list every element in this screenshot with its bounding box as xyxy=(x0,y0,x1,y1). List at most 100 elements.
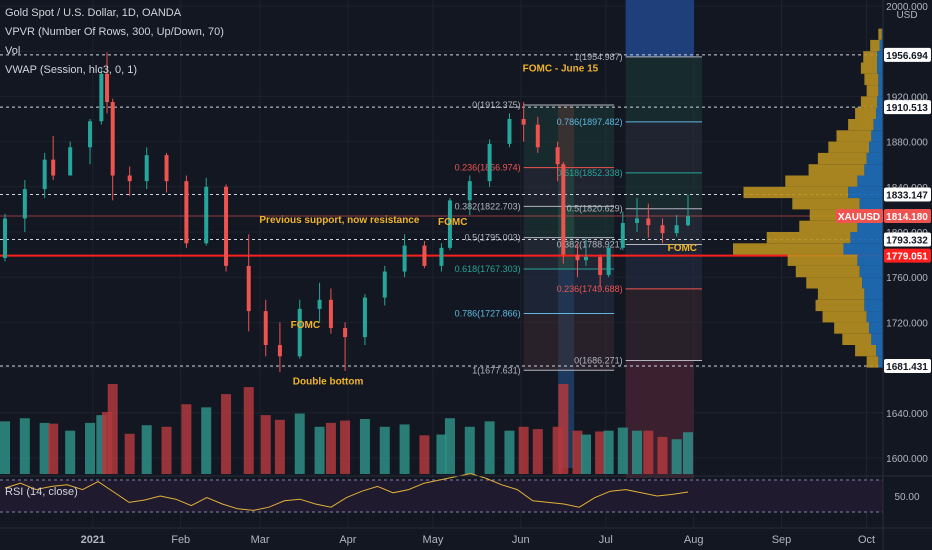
candle-body xyxy=(224,186,229,266)
volume-profile-up-bar xyxy=(809,209,863,221)
volume-profile-up-bar xyxy=(836,130,872,142)
volume-bar xyxy=(48,423,59,474)
candle-body xyxy=(686,216,690,226)
candle-body xyxy=(22,189,27,219)
volume-bar xyxy=(294,413,305,474)
chart-annotation: FOMC xyxy=(438,217,467,228)
chart-legend: Gold Spot / U.S. Dollar, 1D, OANDA VPVR … xyxy=(5,4,224,80)
vwap-indicator-label[interactable]: VWAP (Session, hlc3, 0, 1) xyxy=(5,64,138,76)
price-level-tag xyxy=(884,187,931,202)
price-tick-label: 1880.000 xyxy=(886,138,928,149)
volume-profile-up-bar xyxy=(795,265,860,278)
volume-bar xyxy=(161,426,172,474)
price-level-tag xyxy=(884,47,931,62)
volume-bar xyxy=(399,424,410,474)
chart-annotation: FOMC - June 15 xyxy=(523,64,599,75)
price-level-tag-text: 1833.147 xyxy=(886,191,928,202)
volume-bar xyxy=(518,426,529,474)
price-tick-label: 1600.000 xyxy=(886,454,928,465)
volume-bar xyxy=(141,425,152,474)
volume-profile-down-bar xyxy=(869,141,883,153)
fib-left-zone xyxy=(523,268,615,314)
volume-profile-up-bar xyxy=(733,243,844,255)
fib-left-level-label: 0.786(1727.866) xyxy=(455,309,521,319)
volume-bar xyxy=(102,412,113,474)
volume-profile-down-bar xyxy=(876,107,883,119)
candle-body xyxy=(439,247,444,266)
candle-body xyxy=(105,73,110,103)
fib-left-zone xyxy=(523,167,615,207)
fib-right-zone xyxy=(625,56,702,122)
candle-body xyxy=(184,181,189,244)
fib-right-level-label: 0.786(1897.482) xyxy=(557,117,623,127)
price-level-tag-text: 1956.694 xyxy=(886,51,928,62)
time-tick-label: Oct xyxy=(858,534,875,546)
fib-left-level-label: 1(1677.631) xyxy=(472,365,521,375)
price-level-tag-text: 1910.513 xyxy=(886,103,928,114)
symbol-title[interactable]: Gold Spot / U.S. Dollar, 1D, OANDA xyxy=(5,7,182,19)
volume-bar xyxy=(552,426,563,474)
volume-profile-up-bar xyxy=(817,288,865,300)
volume-profile-up-bar xyxy=(787,254,858,266)
volume-profile-down-bar xyxy=(871,333,883,345)
volume-profile-down-bar xyxy=(869,322,883,334)
price-tick-label: 1920.000 xyxy=(886,92,928,103)
time-tick-label: 2021 xyxy=(81,534,105,546)
volume-profile-up-bar xyxy=(828,141,870,153)
volume-profile-down-bar xyxy=(857,175,883,187)
current-price-tag-text: 1814.180 xyxy=(886,212,928,223)
candle-body xyxy=(99,73,104,122)
chart-annotation: Double bottom xyxy=(293,377,364,388)
volume-profile-down-bar xyxy=(866,311,883,323)
volume-bar xyxy=(580,434,591,474)
candle-body xyxy=(246,265,251,312)
fib-right-zone xyxy=(625,244,702,289)
volume-bar xyxy=(181,404,192,474)
volume-profile-up-bar xyxy=(870,39,880,52)
fib-left-level-label: 0(1912.375) xyxy=(472,100,521,110)
candle-body xyxy=(583,256,588,261)
volume-profile-up-bar xyxy=(866,356,879,368)
candle-body xyxy=(402,245,407,272)
vpvr-indicator-label[interactable]: VPVR (Number Of Rows, 300, Up/Down, 70) xyxy=(5,26,224,38)
candle-body xyxy=(343,328,348,338)
fib-left-level-label: 0.618(1767.303) xyxy=(455,264,521,274)
price-tick-label: 1760.000 xyxy=(886,273,928,284)
time-tick-label: Mar xyxy=(251,534,270,546)
volume-profile-down-bar xyxy=(881,28,883,40)
rsi-band xyxy=(0,480,883,512)
volume-bar xyxy=(671,439,682,474)
candle-body xyxy=(507,119,512,144)
fib-left-level-label: 0.236(1856.974) xyxy=(455,163,521,173)
candle-body xyxy=(263,311,268,345)
candle-body xyxy=(660,225,665,234)
volume-bar xyxy=(532,429,543,474)
candle-body xyxy=(297,308,302,357)
volume-profile-up-bar xyxy=(864,73,879,86)
candle-body xyxy=(575,254,580,261)
volume-profile-down-bar xyxy=(843,243,883,255)
fib-right-zone xyxy=(625,288,702,361)
volume-bar xyxy=(39,422,50,474)
volume-bar xyxy=(436,434,447,474)
volume-indicator-label[interactable]: Vol xyxy=(5,45,21,57)
fib-right-level-label: 0(1686.271) xyxy=(574,356,623,366)
volume-profile-down-bar xyxy=(859,198,883,210)
volume-bar xyxy=(643,430,654,474)
price-level-tag xyxy=(884,232,931,247)
volume-profile-down-bar xyxy=(850,232,883,244)
volume-profile-up-bar xyxy=(822,311,867,323)
candle-body xyxy=(68,147,73,176)
symbol-tag-text: XAUUSD xyxy=(838,212,880,223)
rsi-line xyxy=(4,473,689,511)
volume-profile-down-bar xyxy=(878,85,883,97)
volume-bar xyxy=(419,435,430,474)
candle-body xyxy=(598,256,603,275)
volume-bar xyxy=(617,427,628,474)
candle-body xyxy=(535,124,540,148)
time-tick-label: Jun xyxy=(512,534,530,546)
volume-profile-up-bar xyxy=(860,62,878,74)
candle-body xyxy=(521,119,526,125)
volume-profile-up-bar xyxy=(743,186,849,199)
